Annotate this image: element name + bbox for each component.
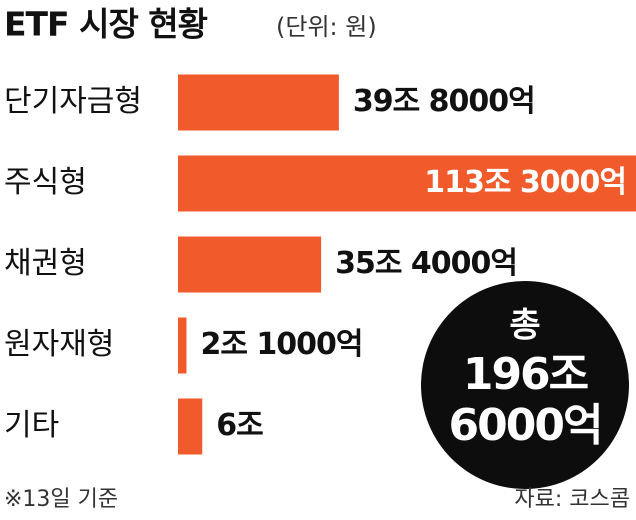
value-label: 39조 8000억	[353, 84, 535, 119]
category-label: 주식형	[4, 165, 87, 200]
total-value: 196조	[463, 349, 588, 400]
source: 자료: 코스콤	[514, 487, 630, 512]
total-value: 6000억	[449, 400, 602, 451]
category-label: 단기자금형	[4, 84, 142, 119]
value-label: 6조	[216, 408, 263, 443]
note: ※13일 기준	[4, 487, 118, 512]
category-label: 기타	[4, 408, 59, 443]
value-label: 35조 4000억	[335, 246, 517, 281]
bar	[178, 236, 322, 293]
bar	[178, 155, 636, 212]
bar	[178, 74, 339, 131]
total-label: 총	[509, 306, 540, 346]
value-label: 113조 3000억	[424, 165, 626, 200]
category-label: 채권형	[4, 246, 87, 281]
chart-title: ETF 시장 현황	[4, 5, 208, 44]
total-circle	[421, 281, 629, 489]
chart-subtitle: (단위: 원)	[276, 13, 377, 41]
bar	[178, 317, 187, 374]
category-label: 원자재형	[4, 327, 114, 362]
value-label: 2조 1000억	[200, 327, 362, 362]
bar	[178, 398, 203, 455]
